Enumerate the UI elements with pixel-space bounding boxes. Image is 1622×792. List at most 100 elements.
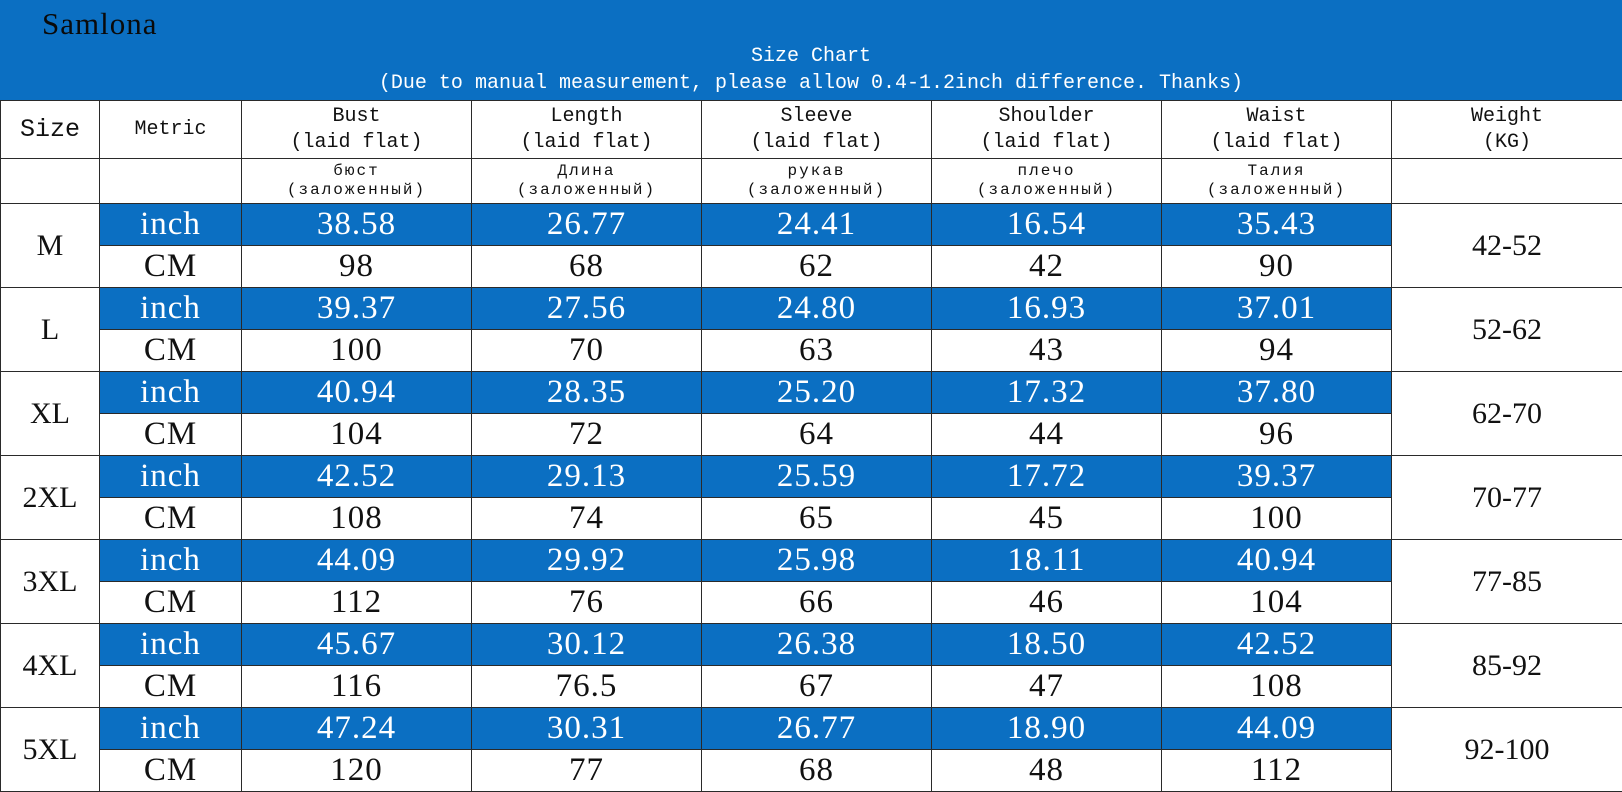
inch-value: 30.12 <box>472 624 702 666</box>
length-sublabel-ru: (заложенный) <box>472 181 701 200</box>
unit-label-inch: inch <box>100 540 242 582</box>
inch-value: 39.37 <box>242 288 472 330</box>
inch-value: 37.80 <box>1162 372 1392 414</box>
waist-sublabel: (laid flat) <box>1162 130 1391 156</box>
size-label: 3XL <box>1 540 100 624</box>
inch-value: 25.98 <box>702 540 932 582</box>
empty-cell <box>100 159 242 204</box>
inch-value: 16.54 <box>932 204 1162 246</box>
cm-value: 120 <box>242 750 472 792</box>
cm-value: 100 <box>1162 498 1392 540</box>
shoulder-sublabel: (laid flat) <box>932 130 1161 156</box>
cm-value: 74 <box>472 498 702 540</box>
sleeve-header: Sleeve (laid flat) <box>702 101 932 159</box>
size-label: 5XL <box>1 708 100 792</box>
cm-value: 46 <box>932 582 1162 624</box>
inch-value: 45.67 <box>242 624 472 666</box>
size-label: 4XL <box>1 624 100 708</box>
weight-range: 42-52 <box>1392 204 1622 288</box>
inch-value: 25.59 <box>702 456 932 498</box>
unit-label-cm: CM <box>100 414 242 456</box>
inch-value: 40.94 <box>1162 540 1392 582</box>
inch-value: 44.09 <box>1162 708 1392 750</box>
unit-label-inch: inch <box>100 708 242 750</box>
unit-label-inch: inch <box>100 288 242 330</box>
inch-value: 44.09 <box>242 540 472 582</box>
weight-header: Weight (KG) <box>1392 101 1622 159</box>
cm-value: 68 <box>472 246 702 288</box>
unit-label-cm: CM <box>100 750 242 792</box>
weight-range: 52-62 <box>1392 288 1622 372</box>
cm-value: 96 <box>1162 414 1392 456</box>
metric-header: Metric <box>100 101 242 159</box>
cm-value: 94 <box>1162 330 1392 372</box>
inch-value: 25.20 <box>702 372 932 414</box>
cm-value: 62 <box>702 246 932 288</box>
inch-value: 16.93 <box>932 288 1162 330</box>
sleeve-label: Sleeve <box>702 104 931 130</box>
weight-label: Weight <box>1392 104 1622 130</box>
cm-value: 68 <box>702 750 932 792</box>
waist-sublabel-ru: (заложенный) <box>1162 181 1391 200</box>
inch-value: 26.77 <box>472 204 702 246</box>
inch-value: 42.52 <box>242 456 472 498</box>
header-banner: Samlona Size Chart (Due to manual measur… <box>0 0 1622 100</box>
unit-label-inch: inch <box>100 624 242 666</box>
size-label: XL <box>1 372 100 456</box>
bust-label: Bust <box>242 104 471 130</box>
cm-value: 45 <box>932 498 1162 540</box>
length-label: Length <box>472 104 701 130</box>
cm-value: 76 <box>472 582 702 624</box>
length-label-ru: Длина <box>472 162 701 181</box>
weight-range: 77-85 <box>1392 540 1622 624</box>
unit-label-cm: CM <box>100 582 242 624</box>
header-row-english: Size Metric Bust (laid flat) Length (lai… <box>1 101 1622 159</box>
cm-value: 104 <box>1162 582 1392 624</box>
bust-header: Bust (laid flat) <box>242 101 472 159</box>
weight-unit: (KG) <box>1392 130 1622 156</box>
inch-value: 38.58 <box>242 204 472 246</box>
inch-value: 18.90 <box>932 708 1162 750</box>
inch-value: 42.52 <box>1162 624 1392 666</box>
cm-value: 48 <box>932 750 1162 792</box>
cm-value: 44 <box>932 414 1162 456</box>
inch-value: 17.32 <box>932 372 1162 414</box>
inch-value: 40.94 <box>242 372 472 414</box>
shoulder-label: Shoulder <box>932 104 1161 130</box>
inch-value: 26.77 <box>702 708 932 750</box>
weight-range: 92-100 <box>1392 708 1622 792</box>
shoulder-label-ru: плечо <box>932 162 1161 181</box>
cm-value: 104 <box>242 414 472 456</box>
cm-value: 108 <box>242 498 472 540</box>
bust-sublabel: (laid flat) <box>242 130 471 156</box>
cm-value: 64 <box>702 414 932 456</box>
cm-value: 43 <box>932 330 1162 372</box>
sleeve-sublabel-ru: (заложенный) <box>702 181 931 200</box>
size-header: Size <box>1 101 100 159</box>
shoulder-header: Shoulder (laid flat) <box>932 101 1162 159</box>
sleeve-sublabel: (laid flat) <box>702 130 931 156</box>
unit-label-inch: inch <box>100 372 242 414</box>
inch-value: 39.37 <box>1162 456 1392 498</box>
weight-range: 70-77 <box>1392 456 1622 540</box>
inch-value: 29.92 <box>472 540 702 582</box>
brand-name: Samlona <box>42 6 158 42</box>
cm-value: 65 <box>702 498 932 540</box>
sleeve-header-ru: рукав (заложенный) <box>702 159 932 204</box>
inch-value: 29.13 <box>472 456 702 498</box>
size-chart-table: Size Metric Bust (laid flat) Length (lai… <box>0 100 1622 792</box>
cm-value: 112 <box>242 582 472 624</box>
inch-value: 26.38 <box>702 624 932 666</box>
cm-value: 66 <box>702 582 932 624</box>
inch-value: 28.35 <box>472 372 702 414</box>
